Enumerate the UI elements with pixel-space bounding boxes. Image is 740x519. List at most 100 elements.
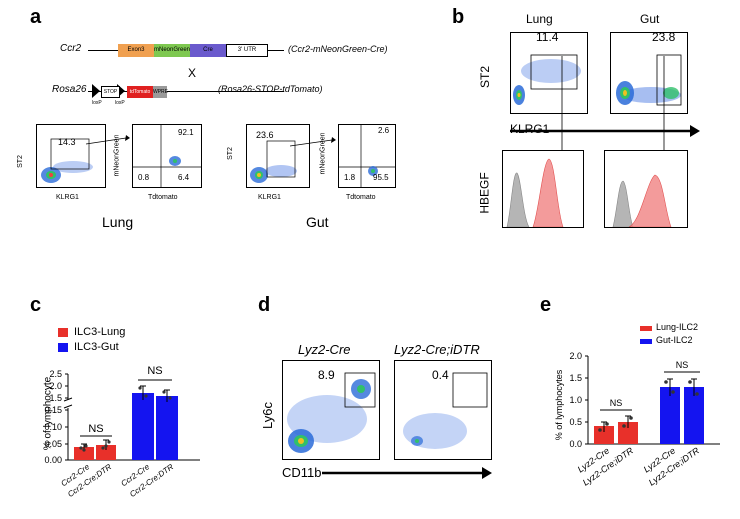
panel-d-letter: d xyxy=(258,294,271,316)
a-gut-q-ll: 1.8 xyxy=(344,173,356,182)
e-bar-gut-cre xyxy=(660,387,680,444)
e-ns2: NS xyxy=(676,360,689,370)
a-gut-arrow xyxy=(290,137,336,147)
d-scatter-cre xyxy=(287,372,376,453)
d-xlabel: CD11b xyxy=(282,465,322,480)
loxp-label-1: loxP xyxy=(92,100,102,106)
b-ylabel-hbegf: HBEGF xyxy=(477,172,492,214)
loxp-triangle-1 xyxy=(92,84,100,98)
c-ytick-1.5: 1.5 xyxy=(49,393,62,403)
e-ytick-2.0: 2.0 xyxy=(569,352,582,361)
c-legend-lung: ILC3-Lung xyxy=(74,326,126,338)
c-legend-gut: ILC3-Gut xyxy=(74,341,119,353)
d-cd11b-arrow xyxy=(322,467,492,479)
a-lung-q-ll: 0.8 xyxy=(138,173,150,182)
e-legend-swatch-gut xyxy=(640,339,652,344)
a-gut-gate: 23.6 xyxy=(256,130,274,140)
panel-c-letter: c xyxy=(30,294,42,316)
b-xlabel-klrg1: KLRG1 xyxy=(510,122,550,136)
e-error-bars xyxy=(601,378,697,432)
e-ytick-1.5: 1.5 xyxy=(569,373,582,383)
a-gut-q-lr: 95.5 xyxy=(373,173,389,182)
b-lung-histogram xyxy=(506,158,564,228)
rosa-label: Rosa26 xyxy=(52,84,87,95)
c-bar-chart: 2.5 2.0 1.5 0.15 0.10 0.05 0.00 NS NS Cc… xyxy=(44,365,200,499)
e-bar-chart: 2.0 1.5 1.0 0.5 0.0 NS NS Lyz2-Cre Lyz2-… xyxy=(569,352,720,488)
a-gut-y1: ST2 xyxy=(226,147,234,160)
d-gate-1: 8.9 xyxy=(318,368,335,382)
c-ytick-0.10: 0.10 xyxy=(44,422,62,432)
b-gate-gut: 23.8 xyxy=(652,30,676,44)
cross-symbol: X xyxy=(188,66,197,80)
b-lung-hbegf-hist xyxy=(502,150,584,228)
b-gut-histogram xyxy=(612,174,672,228)
a-lung-plot-st2 xyxy=(36,124,106,188)
b-gut-scatter xyxy=(616,54,682,106)
a-gut-scatter-2 xyxy=(339,125,395,187)
panel-e-letter: e xyxy=(540,294,552,316)
d-title-1: Lyz2-Cre xyxy=(298,342,351,357)
c-ytick-2.0: 2.0 xyxy=(49,381,62,391)
ccr2-exon3: Exon3 xyxy=(118,44,154,57)
a-gut-q-ur: 2.6 xyxy=(378,126,390,135)
d-title-2: Lyz2-Cre;iDTR xyxy=(394,342,480,357)
rosa-stop: STOP xyxy=(101,86,120,98)
c-bar-gut-dtr xyxy=(156,396,178,460)
b-col-lung: Lung xyxy=(526,12,553,26)
c-bar-lung-dtr xyxy=(96,445,116,460)
a-lung-plot-mneon xyxy=(132,124,202,188)
c-ns1: NS xyxy=(88,423,103,435)
c-bar-gut-cre xyxy=(132,393,154,460)
a-gut-plot-mneon xyxy=(338,124,396,188)
a-lung-x1: KLRG1 xyxy=(56,194,79,201)
d-plot-cre xyxy=(282,360,380,460)
a-lung-title: Lung xyxy=(102,214,134,230)
panel-a-letter: a xyxy=(30,6,42,28)
e-bar-gut-dtr xyxy=(684,387,704,444)
e-ytick-0.5: 0.5 xyxy=(569,417,582,427)
c-points xyxy=(79,386,172,452)
rosa-allele: (Rosa26-STOP-tdTomato) xyxy=(218,84,323,94)
a-gut-scatter-1 xyxy=(250,140,297,183)
a-lung-gate: 14.3 xyxy=(58,137,76,147)
panel-b-letter: b xyxy=(452,6,465,28)
ccr2-mneongreen: mNeonGreen xyxy=(154,44,190,57)
c-legend-swatch-lung xyxy=(58,328,68,337)
a-lung-scatter-1 xyxy=(41,138,93,183)
a-gut-plot-st2 xyxy=(246,124,310,188)
a-lung-arrow xyxy=(86,135,130,145)
b-gut-st2-plot xyxy=(610,32,688,114)
d-scatter-idtr xyxy=(403,372,488,449)
rosa-line xyxy=(88,91,284,92)
a-gut-x2: Tdtomato xyxy=(346,194,376,201)
rosa-wpre: WPRE xyxy=(153,86,168,98)
b-ylabel-st2: ST2 xyxy=(478,65,493,89)
b-col-gut: Gut xyxy=(640,12,660,26)
a-lung-y2: mNeonGreen xyxy=(113,134,121,177)
a-lung-scatter-2 xyxy=(133,125,201,187)
loxp-label-2: loxP xyxy=(115,100,125,106)
d-plot-idtr xyxy=(394,360,492,460)
b-lung-st2-plot xyxy=(510,32,588,114)
b-gate-arrows xyxy=(559,56,667,158)
d-gate-2: 0.4 xyxy=(432,368,449,382)
c-ytick-0.05: 0.05 xyxy=(44,439,62,449)
ccr2-utr: 3' UTR xyxy=(226,44,268,57)
e-ns1: NS xyxy=(610,398,623,408)
e-ytick-1.0: 1.0 xyxy=(569,395,582,405)
a-lung-y1: ST2 xyxy=(16,155,24,168)
b-gate-lung: 11.4 xyxy=(536,30,559,44)
a-lung-q-ur: 92.1 xyxy=(178,128,194,137)
b-lung-scatter xyxy=(513,54,581,105)
e-legend-gut: Gut-ILC2 xyxy=(656,335,693,345)
b-klrg1-arrow xyxy=(510,125,700,137)
rosa-tdtomato: tdTomato xyxy=(127,86,153,98)
c-legend-swatch-gut xyxy=(58,343,68,352)
d-ylabel: Ly6c xyxy=(259,402,275,429)
ccr2-cre: Cre xyxy=(190,44,226,57)
e-legend-swatch-lung xyxy=(640,326,652,331)
a-gut-y2: mNeonGreen xyxy=(319,132,327,175)
a-gut-x1: KLRG1 xyxy=(258,194,281,201)
c-ytick-2.5: 2.5 xyxy=(49,369,62,379)
c-ytick-0.15: 0.15 xyxy=(44,405,62,415)
